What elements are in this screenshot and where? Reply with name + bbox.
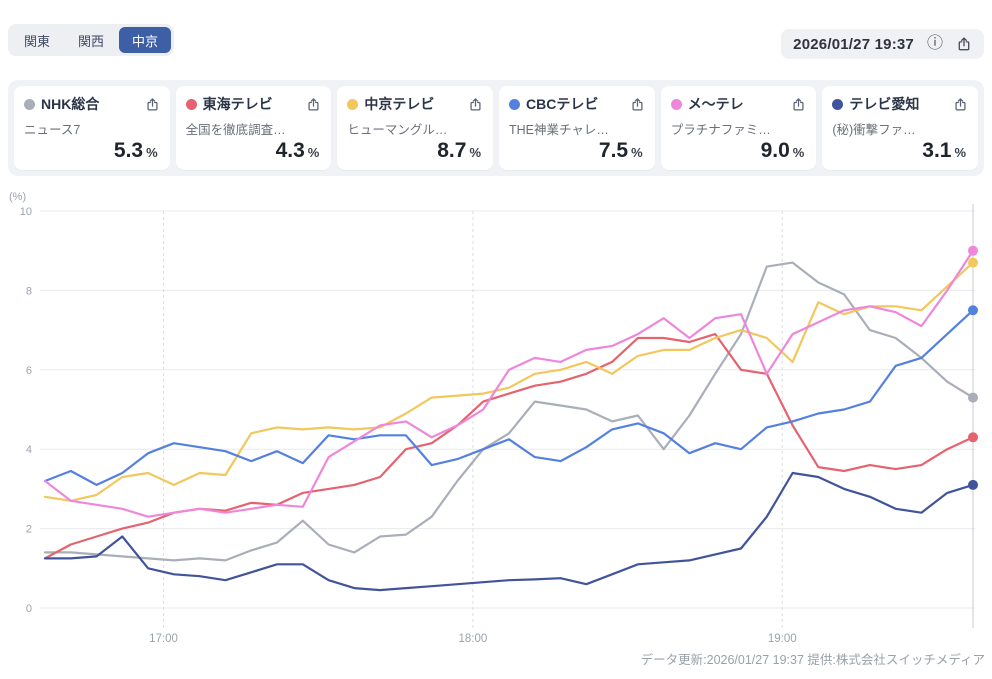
- share-icon[interactable]: [145, 97, 160, 112]
- series-color-dot: [832, 98, 844, 110]
- series-color-dot: [670, 98, 682, 110]
- rating-unit: %: [631, 145, 643, 160]
- program-title: (秘)衝撃ファ…: [832, 123, 916, 137]
- rating-value: 7.5: [598, 139, 629, 162]
- y-tick-label: 0: [26, 603, 32, 615]
- y-tick-label: 2: [26, 524, 32, 536]
- channel-name: NHK総合: [41, 96, 100, 112]
- program-title: プラチナファミ…: [670, 123, 771, 137]
- share-icon[interactable]: [306, 97, 321, 112]
- share-box-arrow-up-icon: [958, 37, 970, 51]
- series-line-2: [43, 261, 975, 502]
- series-line-5: [43, 471, 975, 592]
- share-icon[interactable]: [953, 97, 968, 112]
- info-icon[interactable]: ⓘ: [926, 35, 943, 52]
- y-axis-unit-label: (%): [9, 191, 26, 203]
- rating-unit: %: [792, 145, 805, 160]
- share-icon[interactable]: [630, 97, 645, 112]
- series-end-dot-5: [968, 479, 978, 490]
- share-icon[interactable]: [468, 97, 483, 112]
- series-line-4: [43, 249, 975, 518]
- current-timestamp: 2026/01/27 19:37: [793, 35, 914, 53]
- program-title: 全国を徹底調査…: [185, 123, 286, 137]
- x-tick-label: 19:00: [768, 633, 797, 645]
- program-title: THE神業チャレ…: [509, 123, 609, 137]
- tab-kansai[interactable]: 関西: [65, 27, 117, 53]
- series-color-dot: [24, 98, 35, 110]
- y-tick-label: 8: [26, 285, 32, 297]
- x-tick-label: 17:00: [149, 633, 178, 645]
- channel-name: テレビ愛知: [849, 96, 920, 112]
- series-color-dot: [185, 98, 197, 110]
- y-tick-label: 4: [26, 444, 32, 456]
- series-end-dot-2: [968, 257, 978, 268]
- rating-value: 8.7: [437, 139, 467, 162]
- rating-value: 3.1: [922, 139, 952, 162]
- share-icon[interactable]: [956, 36, 972, 52]
- channel-name: 中京テレビ: [364, 96, 435, 112]
- series-line-1: [43, 333, 975, 560]
- channel-cards: NHK総合 ニュース7 5.3% 東海テレビ 全国を徹底調査… 4.3% 中京テ…: [8, 80, 984, 176]
- region-tabs: 関東 関西 中京: [8, 24, 175, 56]
- rating-value: 9.0: [760, 139, 790, 162]
- channel-card-tokai[interactable]: 東海テレビ 全国を徹底調査… 4.3%: [175, 86, 332, 170]
- channel-card-nhk[interactable]: NHK総合 ニュース7 5.3%: [14, 86, 170, 170]
- series-end-dot-4: [968, 245, 978, 256]
- tab-kanto[interactable]: 関東: [11, 27, 63, 53]
- rating-value: 4.3: [275, 139, 305, 162]
- program-title: ニュース7: [24, 123, 81, 137]
- channel-name: CBCテレビ: [526, 96, 599, 112]
- channel-card-tv-aichi[interactable]: テレビ愛知 (秘)衝撃ファ… 3.1%: [822, 86, 979, 170]
- channel-card-cbc[interactable]: CBCテレビ THE神業チャレ… 7.5%: [499, 86, 655, 170]
- rating-value: 5.3: [113, 139, 144, 162]
- tab-chukyo[interactable]: 中京: [119, 27, 172, 53]
- series-end-dot-1: [968, 432, 978, 443]
- program-title: ヒューマングル…: [347, 123, 448, 137]
- rating-unit: %: [146, 145, 158, 160]
- share-icon[interactable]: [791, 97, 806, 112]
- channel-name: 東海テレビ: [202, 96, 273, 112]
- x-tick-label: 18:00: [459, 633, 488, 645]
- series-color-dot: [509, 98, 521, 110]
- data-source-footer: データ更新:2026/01/27 19:37 提供:株式会社スイッチメディア: [640, 653, 985, 667]
- rating-unit: %: [307, 145, 320, 160]
- series-line-3: [43, 309, 975, 486]
- y-tick-label: 6: [26, 365, 32, 377]
- timestamp-chip: 2026/01/27 19:37 ⓘ: [781, 29, 984, 59]
- rating-unit: %: [469, 145, 482, 160]
- y-tick-label: 10: [20, 206, 32, 218]
- channel-card-metele[interactable]: メ〜テレ プラチナファミ… 9.0%: [660, 86, 817, 170]
- series-line-0: [43, 261, 975, 562]
- channel-name: メ〜テレ: [687, 96, 744, 112]
- series-end-dot-0: [968, 392, 978, 403]
- series-color-dot: [347, 98, 359, 110]
- rating-unit: %: [954, 145, 967, 160]
- series-end-dot-3: [968, 305, 978, 316]
- channel-card-chukyo-tv[interactable]: 中京テレビ ヒューマングル… 8.7%: [337, 86, 494, 170]
